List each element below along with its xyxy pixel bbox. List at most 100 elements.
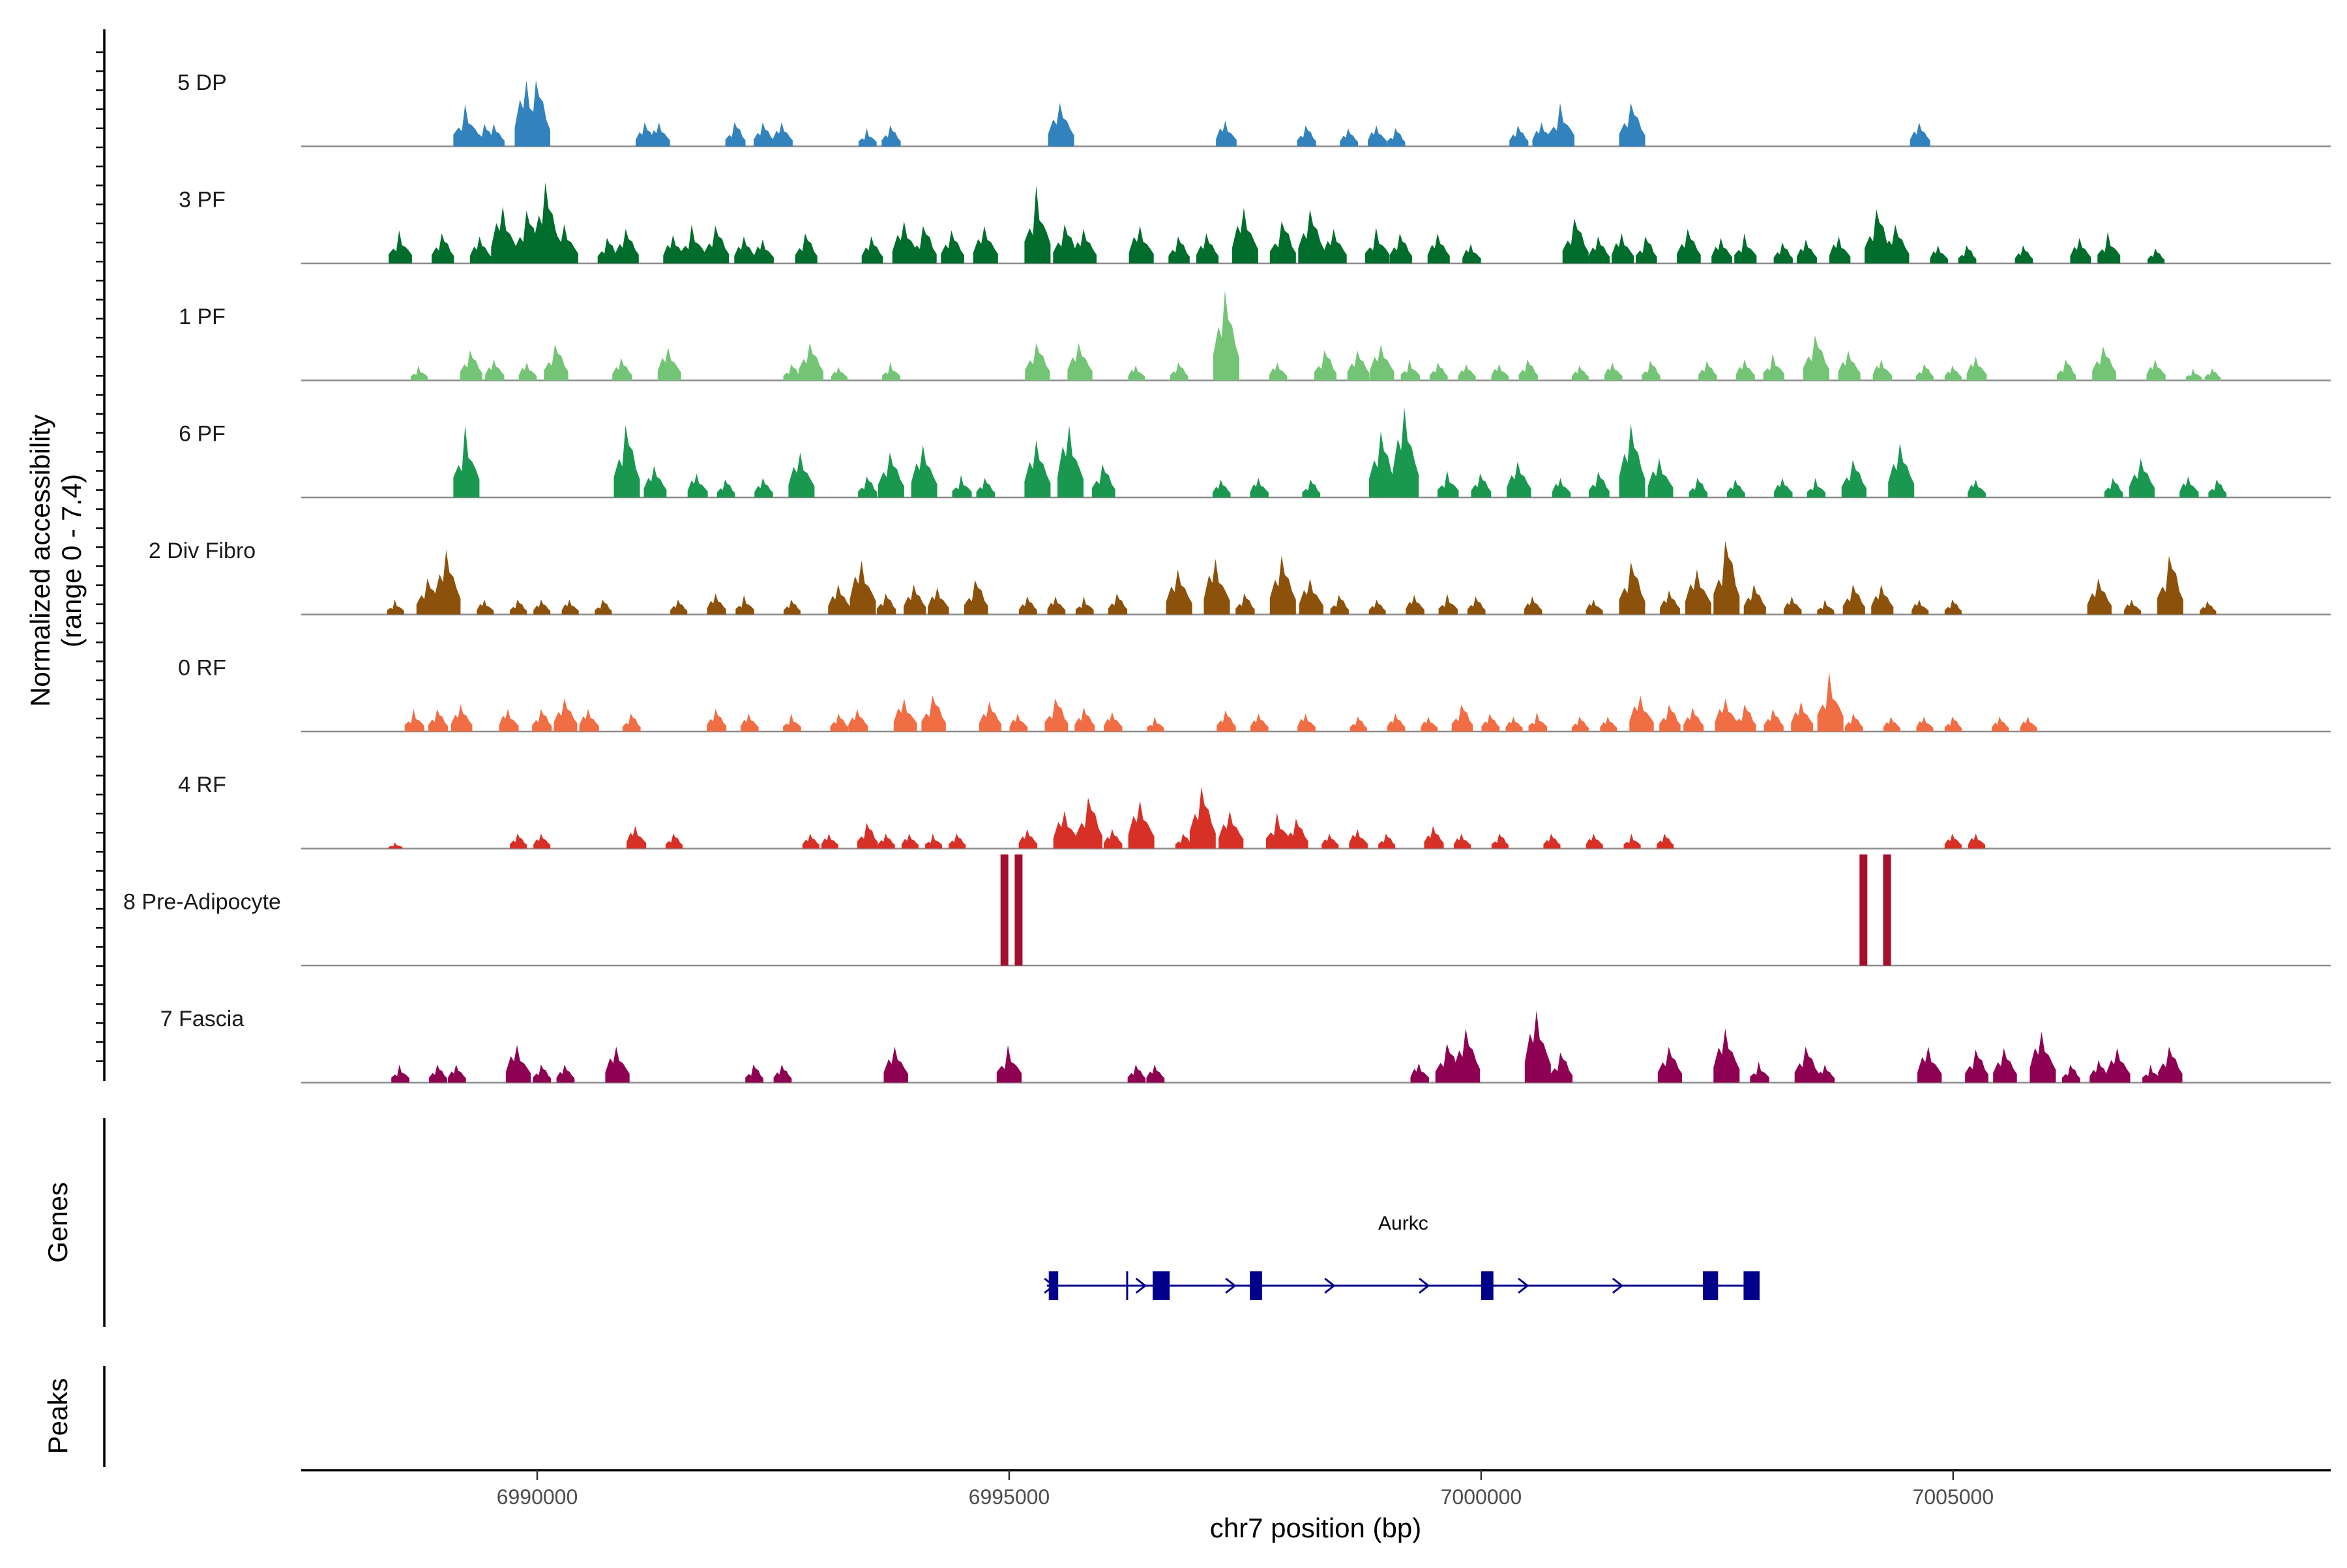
coverage-peak [1421, 717, 1438, 732]
coverage-peak [1619, 561, 1646, 615]
y-axis-title-line-2: (range 0 - 7.4) [56, 474, 87, 647]
coverage-peak [1104, 712, 1123, 732]
coverage-peak [2087, 578, 2112, 615]
gene-strand-arrow [1419, 1277, 1430, 1294]
y-axis-title-line-1: Normalized accessibility [25, 415, 55, 707]
coverage-peak [725, 122, 746, 147]
coverage-peak [1232, 207, 1258, 263]
coverage-peak [1993, 1048, 2017, 1083]
coverage-peak [798, 342, 823, 381]
coverage-peak [1128, 800, 1155, 849]
coverage-peak [783, 599, 801, 615]
coverage-peak [1024, 440, 1051, 497]
coverage-peak [391, 1064, 409, 1083]
coverage-peak [622, 713, 641, 732]
coverage-peak [1368, 431, 1395, 497]
coverage-peak [1146, 1064, 1165, 1083]
coverage-peak [1930, 245, 1948, 263]
coverage-peak [484, 123, 505, 147]
coverage-peak [849, 560, 876, 615]
coverage-peak [595, 599, 612, 615]
coverage-peak [1437, 470, 1459, 497]
coverage-peak [996, 1044, 1022, 1083]
coverage-peak [1636, 236, 1657, 263]
coverage-peak [773, 122, 793, 147]
coverage-peak [1657, 833, 1674, 849]
coverage-peak [389, 230, 412, 263]
coverage-peak [2185, 368, 2202, 381]
coverage-peak [1481, 713, 1500, 732]
coverage-peak [1677, 229, 1701, 263]
coverage-peak [1966, 356, 1987, 381]
coverage-peak [1715, 698, 1739, 732]
coverage-peak [1265, 812, 1291, 849]
track-label: 5 DP [177, 70, 227, 95]
coverage-peak [2030, 1031, 2056, 1083]
coverage-peak [533, 599, 551, 615]
gene-exon [1153, 1271, 1170, 1300]
coverage-peak [1127, 1064, 1146, 1083]
coverage-peak [1629, 695, 1654, 732]
coverage-peak [1917, 1046, 1942, 1083]
coverage-peak [2070, 237, 2091, 263]
coverage-peak [1735, 704, 1756, 732]
coverage-peak [1794, 1046, 1820, 1083]
coverage-peak [878, 452, 904, 497]
coverage-peak [1129, 226, 1154, 263]
track-5-dp: 5 DP [177, 70, 2331, 147]
coverage-peak [613, 425, 640, 497]
coverage-peak [1491, 364, 1509, 381]
coverage-peak [1000, 854, 1009, 966]
coverage-y-axis-ticks [96, 51, 104, 1062]
coverage-peak [704, 226, 730, 263]
coverage-peak [670, 599, 688, 615]
coverage-peak [1400, 359, 1420, 381]
coverage-peak [716, 479, 735, 497]
coverage-peak [1734, 233, 1757, 263]
track-label: 2 Div Fibro [149, 539, 256, 563]
coverage-peak [1524, 596, 1543, 615]
coverage-peak [1571, 365, 1589, 381]
coverage-peak [1424, 825, 1444, 849]
coverage-peak [1053, 810, 1078, 849]
coverage-peak [1387, 128, 1406, 147]
coverage-peak [663, 235, 685, 263]
track-label: 1 PF [179, 304, 226, 329]
coverage-peak [1619, 102, 1646, 147]
coverage-peak [389, 842, 403, 849]
coverage-peak [453, 104, 480, 147]
coverage-peak [735, 595, 754, 615]
coverage-peak [533, 182, 560, 263]
coverage-peak [1532, 122, 1553, 147]
coverage-peak [773, 1064, 792, 1083]
coverage-peak [1505, 717, 1523, 732]
x-tick-label: 7000000 [1441, 1485, 1522, 1509]
coverage-peak [1467, 596, 1486, 615]
track-label: 7 Fascia [160, 1007, 244, 1031]
coverage-peak [921, 695, 946, 732]
coverage-peak [882, 362, 900, 381]
coverage-peak [1047, 596, 1066, 615]
coverage-peak [1571, 717, 1589, 732]
coverage-peak [928, 587, 949, 615]
track-1-pf: 1 PF [179, 290, 2331, 381]
coverage-peak [1471, 473, 1492, 497]
coverage-peak [901, 833, 919, 849]
coverage-peak [579, 709, 599, 732]
coverage-peak [1685, 569, 1711, 615]
coverage-peak [2200, 600, 2217, 615]
coverage-peak [1509, 125, 1529, 147]
coverage-peak [1147, 717, 1164, 732]
coverage-peak [665, 833, 683, 849]
track-7-fascia: 7 Fascia [160, 1007, 2331, 1084]
peaks-panel-title: Peaks [42, 1378, 73, 1455]
x-axis-ticks: 6990000 6995000 7000000 7005000 [497, 1470, 1994, 1509]
coverage-peak [1727, 479, 1745, 497]
coverage-peak [795, 233, 818, 263]
coverage-peak [2142, 1064, 2161, 1083]
coverage-peak [1213, 290, 1239, 381]
coverage-peak [1841, 460, 1867, 497]
coverage-peak [1660, 590, 1680, 615]
coverage-peak [450, 704, 473, 732]
